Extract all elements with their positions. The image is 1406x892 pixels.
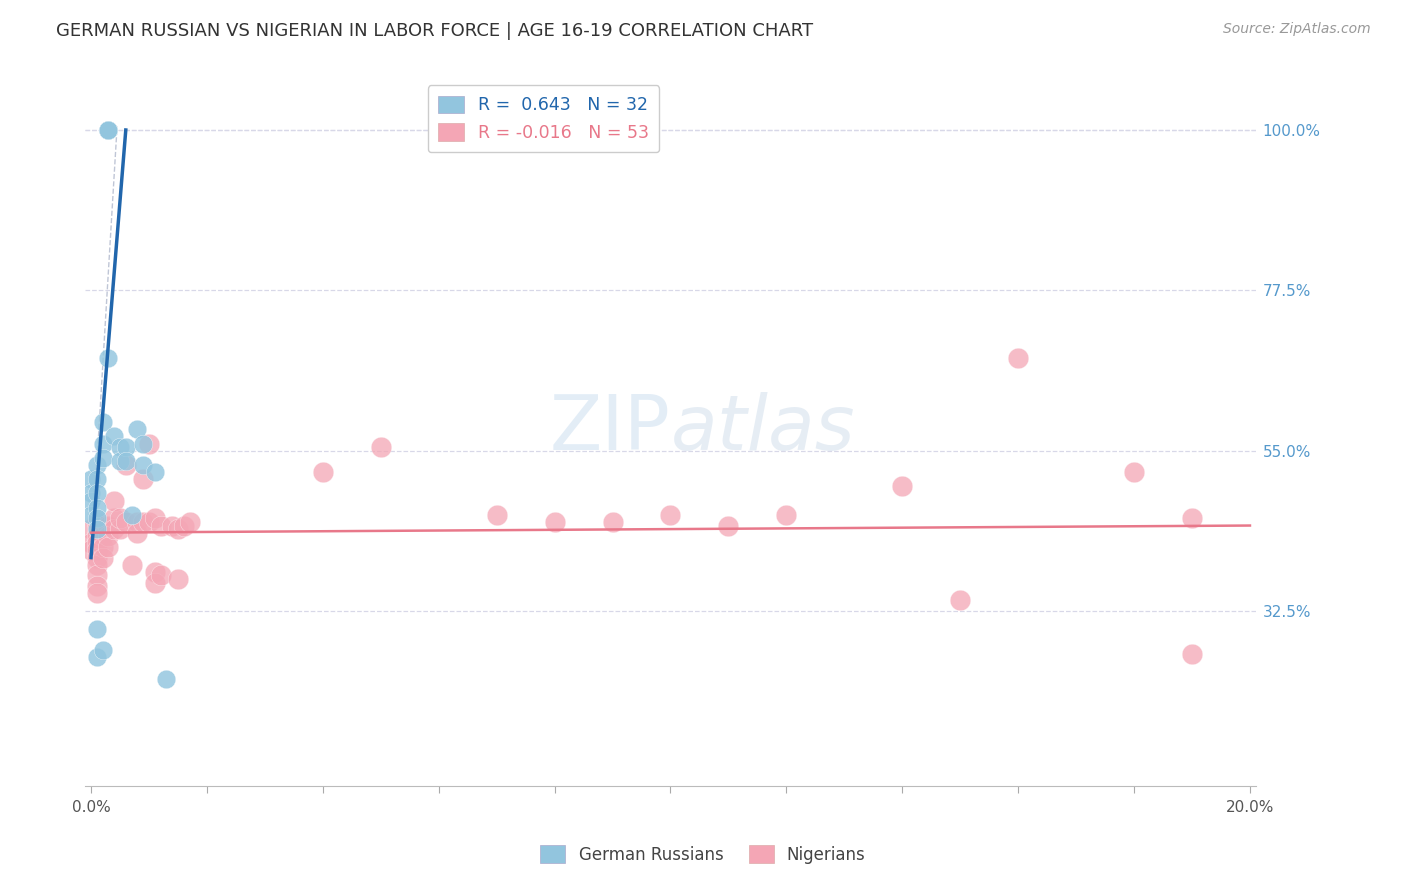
Point [132, 436, 155, 450]
Point [108, 511, 131, 525]
Point [659, 508, 682, 522]
Text: GERMAN RUSSIAN VS NIGERIAN IN LABOR FORCE | AGE 16-19 CORRELATION CHART: GERMAN RUSSIAN VS NIGERIAN IN LABOR FORC… [56, 22, 813, 40]
Point [127, 422, 149, 436]
Point [86, 511, 108, 525]
Point [103, 511, 125, 525]
Point [86, 543, 108, 558]
Point [485, 508, 508, 522]
Point [108, 440, 131, 454]
Point [891, 479, 914, 493]
Point [127, 515, 149, 529]
Point [949, 593, 972, 607]
Point [114, 440, 136, 454]
Point [103, 493, 125, 508]
Point [143, 575, 166, 590]
Point [91, 518, 114, 533]
Point [86, 586, 108, 600]
Point [97, 123, 120, 137]
Point [80, 508, 103, 522]
Point [138, 515, 160, 529]
Point [717, 518, 740, 533]
Point [80, 536, 103, 550]
Point [86, 458, 108, 472]
Point [543, 515, 565, 529]
Point [114, 454, 136, 468]
Point [114, 515, 136, 529]
Point [312, 465, 335, 479]
Point [1181, 511, 1204, 525]
Text: atlas: atlas [671, 392, 855, 467]
Legend: German Russians, Nigerians: German Russians, Nigerians [534, 838, 872, 871]
Text: Source: ZipAtlas.com: Source: ZipAtlas.com [1223, 22, 1371, 37]
Point [103, 522, 125, 536]
Point [91, 529, 114, 543]
Point [173, 518, 195, 533]
Point [86, 536, 108, 550]
Point [160, 518, 183, 533]
Point [143, 565, 166, 579]
Point [143, 511, 166, 525]
Point [86, 472, 108, 486]
Point [149, 568, 172, 582]
Point [167, 522, 190, 536]
Point [1181, 647, 1204, 661]
Point [97, 518, 120, 533]
Point [108, 454, 131, 468]
Point [132, 515, 155, 529]
Point [86, 622, 108, 636]
Point [86, 515, 108, 529]
Point [86, 579, 108, 593]
Point [103, 429, 125, 443]
Point [80, 522, 103, 536]
Text: ZIP: ZIP [550, 392, 671, 467]
Point [121, 508, 143, 522]
Point [86, 550, 108, 565]
Point [132, 458, 155, 472]
Point [91, 540, 114, 554]
Point [91, 550, 114, 565]
Point [80, 493, 103, 508]
Point [91, 436, 114, 450]
Point [86, 522, 108, 536]
Point [97, 540, 120, 554]
Point [167, 572, 190, 586]
Point [143, 465, 166, 479]
Point [86, 500, 108, 515]
Point [97, 123, 120, 137]
Point [138, 436, 160, 450]
Point [86, 650, 108, 665]
Point [91, 415, 114, 429]
Point [86, 558, 108, 572]
Point [86, 568, 108, 582]
Point [91, 643, 114, 657]
Point [121, 558, 143, 572]
Point [80, 486, 103, 500]
Point [97, 351, 120, 365]
Point [127, 525, 149, 540]
Point [179, 515, 201, 529]
Point [370, 440, 392, 454]
Point [97, 529, 120, 543]
Point [86, 486, 108, 500]
Point [1007, 351, 1029, 365]
Point [155, 672, 177, 686]
Point [80, 543, 103, 558]
Point [97, 123, 120, 137]
Point [97, 123, 120, 137]
Point [97, 123, 120, 137]
Point [91, 450, 114, 465]
Point [108, 522, 131, 536]
Point [775, 508, 797, 522]
Point [602, 515, 624, 529]
Point [149, 518, 172, 533]
Point [86, 522, 108, 536]
Point [114, 458, 136, 472]
Legend: R =  0.643   N = 32, R = -0.016   N = 53: R = 0.643 N = 32, R = -0.016 N = 53 [427, 86, 659, 153]
Point [132, 472, 155, 486]
Point [1123, 465, 1146, 479]
Point [86, 529, 108, 543]
Point [80, 472, 103, 486]
